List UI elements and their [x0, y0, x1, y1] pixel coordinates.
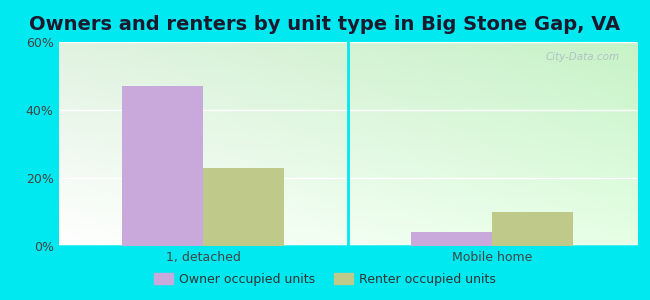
Bar [203, 168, 284, 246]
Bar [493, 212, 573, 246]
Text: Owners and renters by unit type in Big Stone Gap, VA: Owners and renters by unit type in Big S… [29, 15, 621, 34]
Text: City-Data.com: City-Data.com [545, 52, 619, 62]
Bar [411, 232, 493, 246]
Bar [122, 86, 203, 246]
Legend: Owner occupied units, Renter occupied units: Owner occupied units, Renter occupied un… [149, 268, 501, 291]
